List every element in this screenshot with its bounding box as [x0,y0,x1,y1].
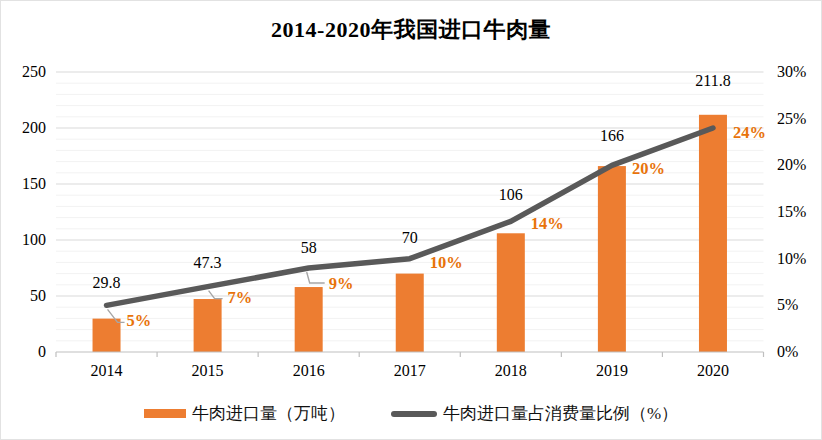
pct-value-label: 5% [127,311,152,330]
bar-2016 [295,287,323,352]
right-tick-label: 20% [777,156,806,173]
year-label: 2019 [596,362,628,379]
right-tick-label: 10% [777,250,806,267]
bar-2018 [497,233,525,352]
year-label: 2017 [394,362,426,379]
right-axis-labels: 0% 5% 10% 15% 20% 25% 30% [777,63,806,360]
year-label: 2016 [293,362,325,379]
legend: 牛肉进口量（万吨） 牛肉进口量占消费量比例（%） [1,402,821,425]
x-axis [56,352,764,357]
left-tick-label: 250 [22,63,46,80]
bar-value-label: 29.8 [93,274,121,291]
year-label: 2014 [91,362,123,379]
right-tick-label: 15% [777,203,806,220]
left-tick-label: 200 [22,119,46,136]
bar-value-label: 58 [301,239,317,256]
left-tick-label: 50 [30,287,46,304]
bar-2020 [699,115,727,352]
pct-value-label: 9% [329,274,354,293]
line-series-swatch [391,411,437,417]
right-tick-label: 25% [777,110,806,127]
bar-2017 [396,274,424,352]
right-tick-label: 5% [777,296,798,313]
left-tick-label: 150 [22,175,46,192]
legend-label-line: 牛肉进口量占消费量比例（%） [443,402,678,425]
bar-value-label: 211.8 [695,72,730,89]
right-tick-label: 30% [777,63,806,80]
left-axis-labels: 0 50 100 150 200 250 [22,63,46,360]
legend-item-line: 牛肉进口量占消费量比例（%） [391,402,678,425]
combo-chart-plot: 0501001502002500%5%10%15%20%25%30%201420… [1,1,822,440]
pct-value-label: 7% [228,288,253,307]
pct-value-label: 10% [430,253,463,272]
bar-2015 [194,299,222,352]
left-tick-label: 100 [22,231,46,248]
bar-value-label: 166 [600,127,624,144]
bar-value-label: 106 [499,186,523,203]
x-axis-labels: 2014 2015 2016 2017 2018 2019 2020 [91,362,729,379]
pct-value-label: 24% [733,123,766,142]
legend-label-bar: 牛肉进口量（万吨） [192,402,345,425]
bar-value-label: 70 [402,229,418,246]
year-label: 2020 [697,362,729,379]
year-label: 2018 [495,362,527,379]
bar-2014 [93,319,121,352]
pct-value-label: 14% [531,214,564,233]
right-tick-label: 0% [777,343,798,360]
year-label: 2015 [192,362,224,379]
legend-item-bar: 牛肉进口量（万吨） [144,402,345,425]
chart-canvas: 2014-2020年我国进口牛肉量 0501001502002500%5%10%… [0,0,822,440]
left-tick-label: 0 [38,343,46,360]
bar-series-swatch [144,409,186,418]
bar-value-label: 47.3 [194,254,222,271]
pct-value-label: 20% [632,159,665,178]
bar-2019 [598,166,626,352]
